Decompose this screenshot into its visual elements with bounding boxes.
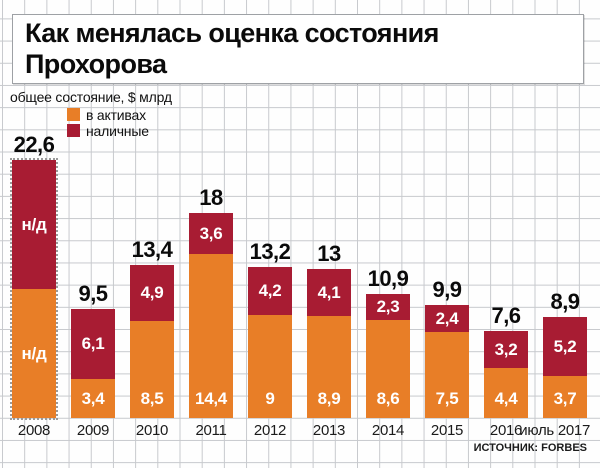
bar-2014: 2,3 8,6	[366, 294, 410, 418]
assets-segment: 8,5	[130, 321, 174, 418]
assets-segment: 7,5	[425, 332, 469, 418]
legend-label-cash: наличные	[86, 122, 149, 139]
cash-value-label: н/д	[21, 214, 47, 234]
cash-segment: н/д	[12, 160, 56, 289]
total-value-label: 13,2	[249, 239, 291, 264]
category-label: 2014	[371, 422, 405, 439]
cash-value-label: 6,1	[81, 334, 105, 353]
title-box: Как менялась оценка состояния Прохорова	[12, 14, 584, 84]
total-value-label: 10,9	[367, 266, 409, 291]
bar-2015: 2,4 7,5	[425, 305, 469, 418]
cash-value-label: 2,3	[376, 297, 400, 316]
total-value-label: 9,5	[78, 281, 108, 306]
assets-value-label: 8,6	[376, 389, 400, 408]
legend-item-assets: в активах	[67, 106, 149, 123]
assets-segment: 3,4	[71, 379, 115, 418]
category-label: 2012	[253, 422, 287, 439]
page-title: Как менялась оценка состояния Прохорова	[25, 18, 439, 79]
cash-segment: 6,1	[71, 309, 115, 379]
cash-value-label: 3,6	[199, 223, 223, 243]
category-label: 2015	[430, 422, 464, 439]
bar-2012: 4,2 9	[248, 267, 292, 418]
bar-2016: 3,2 4,4	[484, 331, 528, 418]
chart-legend: в активах наличные	[67, 107, 149, 139]
cash-segment: 4,2	[248, 267, 292, 315]
cash-segment: 4,1	[307, 269, 351, 316]
cash-value-label: 5,2	[553, 336, 577, 356]
bar-2008: н/д н/д	[10, 158, 58, 420]
category-label: 2010	[135, 422, 169, 439]
assets-swatch-icon	[67, 108, 80, 121]
assets-value-label: 7,5	[435, 389, 459, 408]
assets-value-label: 8,5	[140, 389, 164, 408]
total-value-label: 8,9	[550, 289, 580, 314]
legend-label-assets: в активах	[86, 106, 146, 123]
cash-segment: 4,9	[130, 265, 174, 321]
total-value-label: 7,6	[491, 303, 521, 328]
assets-segment: н/д	[12, 289, 56, 418]
category-label: 2009	[76, 422, 110, 439]
legend-item-cash: наличные	[67, 122, 149, 139]
assets-segment: 8,6	[366, 320, 410, 418]
total-value-label: 22,6	[13, 132, 55, 157]
total-value-label: 18	[199, 185, 223, 210]
assets-value-label: 4,4	[494, 389, 518, 408]
category-label: 2013	[312, 422, 346, 439]
cash-segment: 3,6	[189, 213, 233, 254]
cash-segment: 2,3	[366, 294, 410, 320]
source-label: ИСТОЧНИК: FORBES	[473, 442, 587, 454]
bar-2010: 4,9 8,5	[130, 265, 174, 418]
cash-value-label: 4,2	[258, 281, 282, 300]
category-label: 2008	[17, 422, 51, 439]
assets-value-label: н/д	[21, 343, 47, 363]
assets-value-label: 8,9	[317, 389, 341, 408]
cash-swatch-icon	[67, 124, 80, 137]
cash-value-label: 4,9	[140, 283, 164, 302]
total-value-label: 13	[317, 241, 341, 266]
assets-segment: 9	[248, 315, 292, 418]
cash-segment: 5,2	[543, 317, 587, 376]
assets-value-label: 3,4	[81, 389, 105, 408]
assets-value-label: 3,7	[553, 389, 577, 408]
axis-unit-label: общее состояние, $ млрд	[10, 89, 172, 105]
cash-value-label: 3,2	[494, 339, 518, 359]
category-label: 2016	[489, 422, 523, 439]
cash-value-label: 4,1	[317, 282, 341, 302]
total-value-label: 9,9	[432, 277, 462, 302]
bar-июль 2017: 5,2 3,7	[543, 317, 587, 418]
assets-segment: 8,9	[307, 316, 351, 418]
assets-segment: 3,7	[543, 376, 587, 418]
assets-segment: 4,4	[484, 368, 528, 418]
assets-value-label: 14,4	[195, 389, 227, 408]
assets-value-label: 9	[265, 389, 275, 408]
total-value-label: 13,4	[131, 237, 173, 262]
cash-value-label: 2,4	[435, 308, 459, 328]
assets-segment: 14,4	[189, 254, 233, 418]
bar-2013: 4,1 8,9	[307, 269, 351, 418]
category-label: 2011	[195, 422, 227, 439]
cash-segment: 2,4	[425, 305, 469, 332]
category-label: июль 2017	[519, 422, 590, 439]
bar-2011: 3,6 14,4	[189, 213, 233, 418]
cash-segment: 3,2	[484, 331, 528, 368]
bar-2009: 6,1 3,4	[71, 309, 115, 418]
